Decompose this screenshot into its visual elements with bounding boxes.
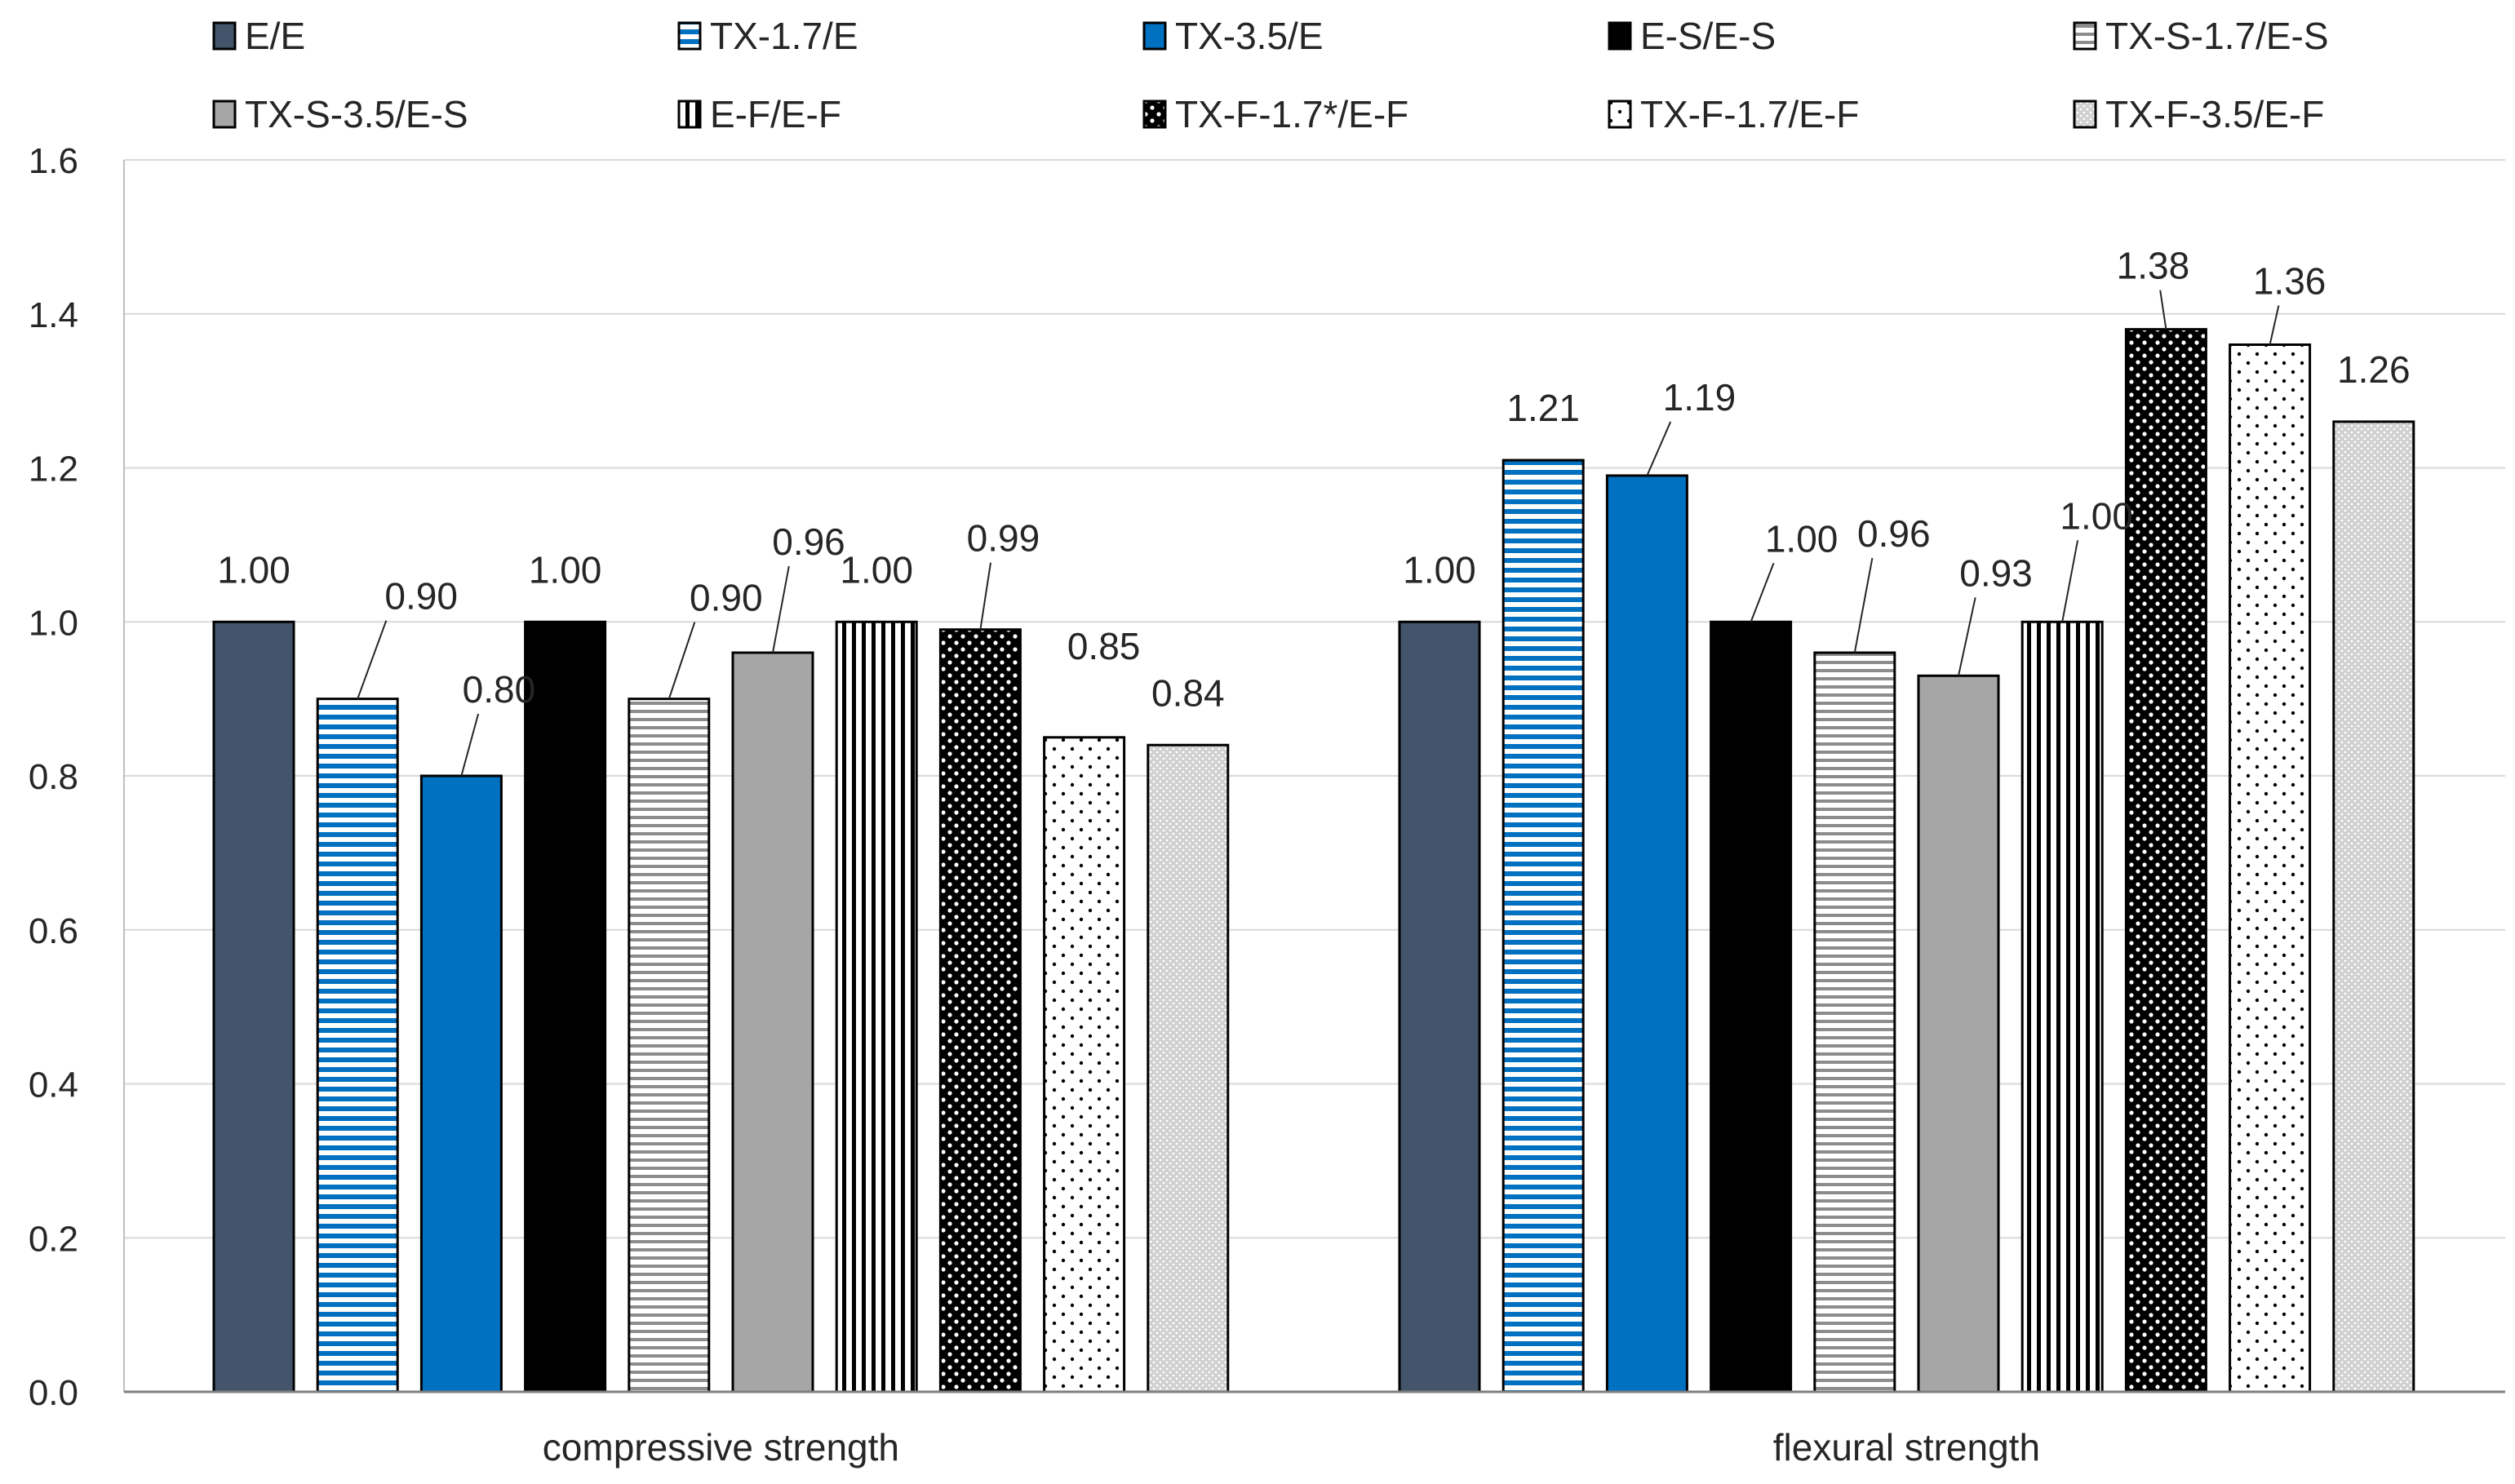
leader-line bbox=[2269, 305, 2280, 345]
legend-swatch-e-s-e-s bbox=[1608, 21, 1632, 51]
data-labels: 1.00 1.000.901.210.801.191.001.000.900.96… bbox=[217, 245, 2410, 715]
leader-line bbox=[460, 713, 480, 777]
y-tick-label: 0.8 bbox=[29, 757, 78, 797]
legend-label-e-f-e-f: E-F/E-F bbox=[710, 93, 841, 135]
data-label-tx-s-3-5-e-s-compressive-strength: 0.96 bbox=[772, 521, 845, 563]
x-axis: compressive strength flexural strength bbox=[124, 1390, 2505, 1468]
bar-tx-f-1-7-e-f-flexural-strength bbox=[2124, 328, 2207, 1393]
data-label-tx-s-1-7-e-s-flexural-strength: 0.96 bbox=[1857, 512, 1931, 555]
data-label-tx-3-5-e-compressive-strength: 0.80 bbox=[463, 668, 536, 711]
legend-swatch-e-f-e-f bbox=[677, 100, 702, 129]
y-tick-label: 1.6 bbox=[29, 141, 78, 181]
legend-label-tx-f-3-5-e-f: TX-F-3.5/E-F bbox=[2105, 93, 2324, 135]
leader-line bbox=[1750, 562, 1775, 622]
legend-label-tx-f-1-7-e-f: TX-F-1.7*/E-F bbox=[1175, 93, 1408, 135]
bar-e-e-compressive-strength bbox=[212, 620, 295, 1393]
data-label-tx-f-1-7-e-f-flexural-strength: 1.36 bbox=[2253, 260, 2326, 303]
leader-line bbox=[979, 562, 991, 630]
bar-tx-f-1-7-e-f-compressive-strength bbox=[938, 628, 1022, 1393]
data-label-e-s-e-s-flexural-strength: 1.00 bbox=[1765, 517, 1839, 560]
data-label-tx-1-7-e-flexural-strength: 1.21 bbox=[1506, 387, 1580, 429]
legend-label-tx-3-5-e: TX-3.5/E bbox=[1175, 15, 1324, 57]
data-label-tx-f-1-7-e-f-compressive-strength: 0.85 bbox=[1067, 625, 1141, 667]
leader-line bbox=[668, 622, 696, 699]
legend-swatch-tx-s-3-5-e-s bbox=[212, 100, 237, 129]
data-label-tx-f-3-5-e-f-flexural-strength: 1.26 bbox=[2337, 348, 2411, 391]
label-leader-lines bbox=[357, 290, 2280, 777]
x-category-label-compressive-strength: compressive strength bbox=[543, 1426, 899, 1468]
legend-swatch-tx-s-1-7-e-s bbox=[2073, 21, 2097, 51]
leader-line bbox=[2061, 540, 2079, 622]
bar-tx-s-1-7-e-s-flexural-strength bbox=[1813, 651, 1896, 1393]
bar-tx-f-3-5-e-f-flexural-strength bbox=[2332, 420, 2415, 1393]
bar-e-f-e-f-compressive-strength bbox=[835, 620, 918, 1393]
bar-tx-3-5-e-flexural-strength bbox=[1605, 474, 1688, 1393]
data-label-tx-3-5-e-flexural-strength: 1.19 bbox=[1663, 376, 1737, 419]
y-tick-label: 1.2 bbox=[29, 450, 78, 489]
leader-line bbox=[357, 620, 388, 699]
bar-e-s-e-s-compressive-strength bbox=[524, 620, 607, 1393]
y-tick-label: 0.2 bbox=[29, 1219, 78, 1259]
data-label-tx-f-1-7-e-f-compressive-strength: 0.99 bbox=[967, 517, 1040, 560]
bar-tx-3-5-e-compressive-strength bbox=[419, 774, 503, 1393]
y-tick-label: 1.4 bbox=[29, 295, 78, 335]
legend-swatch-tx-f-1-7-e-f bbox=[1142, 100, 1167, 129]
legend-label-tx-s-3-5-e-s: TX-S-3.5/E-S bbox=[245, 93, 468, 135]
legend-label-e-e: E/E bbox=[245, 15, 305, 57]
legend-label-tx-1-7-e: TX-1.7/E bbox=[710, 15, 858, 57]
bars bbox=[212, 328, 2415, 1393]
data-label-e-e-compressive-strength: 1.00 bbox=[217, 548, 291, 591]
bar-tx-s-1-7-e-s-compressive-strength bbox=[628, 698, 711, 1393]
y-tick-label: 0.6 bbox=[29, 911, 78, 951]
bar-tx-f-1-7-e-f-flexural-strength bbox=[2229, 343, 2312, 1393]
legend-label-tx-s-1-7-e-s: TX-S-1.7/E-S bbox=[2105, 15, 2329, 57]
legend: E/E TX-1.7/E TX-3.5/E E-S/E-S TX-S-1.7/E-S TX… bbox=[212, 15, 2329, 135]
bar-e-e-flexural-strength bbox=[1398, 620, 1481, 1393]
bar-tx-f-3-5-e-f-compressive-strength bbox=[1147, 743, 1230, 1393]
legend-swatch-tx-1-7-e bbox=[677, 21, 702, 51]
y-tick-label: 0.0 bbox=[29, 1373, 78, 1413]
bar-tx-f-1-7-e-f-compressive-strength bbox=[1043, 736, 1126, 1393]
leader-line bbox=[2159, 290, 2167, 330]
leader-line bbox=[1853, 557, 1874, 653]
data-label-tx-f-1-7-e-f-flexural-strength: 1.38 bbox=[2117, 245, 2190, 287]
bar-tx-s-3-5-e-s-flexural-strength bbox=[1917, 674, 2000, 1393]
gridlines bbox=[124, 159, 2505, 1239]
data-label-e-f-e-f-compressive-strength: 1.00 bbox=[840, 548, 913, 591]
data-label-e-f-e-f-flexural-strength: 1.00 bbox=[2060, 494, 2133, 537]
legend-swatch-tx-3-5-e bbox=[1142, 21, 1167, 51]
bar-e-s-e-s-flexural-strength bbox=[1710, 620, 1793, 1393]
data-label-e-s-e-s-compressive-strength: 1.00 bbox=[529, 548, 602, 591]
data-label-tx-1-7-e-compressive-strength: 0.90 bbox=[384, 575, 458, 618]
data-label-tx-s-3-5-e-s-flexural-strength: 0.93 bbox=[1959, 552, 2033, 594]
y-tick-label: 0.4 bbox=[29, 1065, 78, 1105]
bar-tx-s-3-5-e-s-compressive-strength bbox=[731, 651, 814, 1393]
leader-line bbox=[772, 565, 790, 653]
legend-swatch-e-e bbox=[212, 21, 237, 51]
y-tick-label: 1.0 bbox=[29, 603, 78, 643]
x-category-label-flexural-strength: flexural strength bbox=[1773, 1426, 2040, 1468]
legend-swatch-tx-f-3-5-e-f bbox=[2073, 100, 2097, 129]
leader-line bbox=[1646, 421, 1672, 476]
y-axis: 0.0 0.2 0.4 0.6 0.8 1.0 1.2 1.4 1.6 bbox=[29, 141, 125, 1413]
bar-tx-1-7-e-compressive-strength bbox=[316, 698, 399, 1393]
data-label-e-e-flexural-strength: 1.00 bbox=[1403, 548, 1476, 591]
legend-label-e-s-e-s: E-S/E-S bbox=[1640, 15, 1776, 57]
bar-tx-1-7-e-flexural-strength bbox=[1501, 458, 1585, 1393]
legend-label-tx-f-1-7-e-f: TX-F-1.7/E-F bbox=[1640, 93, 1859, 135]
leader-line bbox=[1958, 597, 1976, 676]
data-label-tx-s-1-7-e-s-compressive-strength: 0.90 bbox=[690, 577, 763, 619]
data-label-tx-f-3-5-e-f-compressive-strength: 0.84 bbox=[1151, 671, 1225, 714]
bar-e-f-e-f-flexural-strength bbox=[2020, 620, 2104, 1393]
legend-swatch-tx-f-1-7-e-f bbox=[1608, 100, 1632, 129]
